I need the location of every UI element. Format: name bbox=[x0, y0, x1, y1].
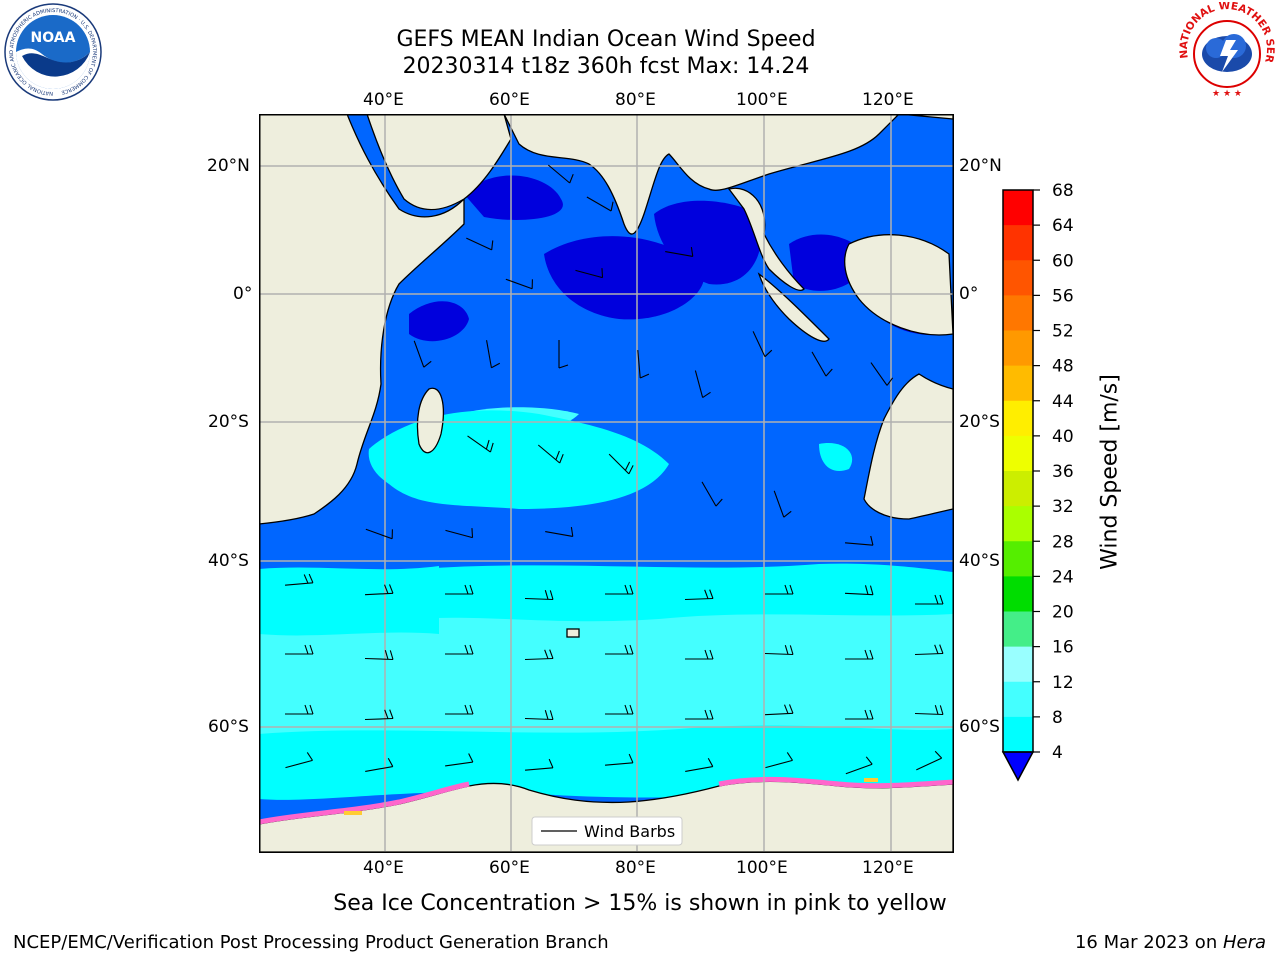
lat-label-right: 0° bbox=[959, 284, 979, 304]
lon-label-bottom: 100°E bbox=[736, 858, 788, 878]
colorbar-segment bbox=[1003, 576, 1033, 612]
lat-label-right: 40°S bbox=[959, 551, 1000, 571]
footer-right: 16 Mar 2023 on Hera bbox=[1074, 932, 1266, 953]
colorbar-tick-label: 4 bbox=[1052, 743, 1063, 763]
colorbar-segment bbox=[1003, 330, 1033, 367]
lat-label-left: 40°S bbox=[208, 551, 249, 571]
colorbar-segment bbox=[1003, 506, 1033, 542]
colorbar-segment bbox=[1003, 260, 1033, 296]
colorbar-tick-label: 60 bbox=[1052, 251, 1074, 271]
colorbar-segment bbox=[1003, 681, 1033, 718]
colorbar-segment bbox=[1003, 541, 1033, 577]
lon-label-top: 80°E bbox=[615, 90, 656, 110]
colorbar-segment bbox=[1003, 365, 1033, 402]
colorbar-extend-arrow bbox=[1001, 751, 1035, 782]
colorbar-tick-label: 28 bbox=[1052, 532, 1074, 552]
colorbar-tick-label: 56 bbox=[1052, 286, 1074, 306]
sea-ice-edge bbox=[259, 776, 953, 825]
colorbar-tick-label: 20 bbox=[1052, 603, 1074, 623]
lat-label-left: 0° bbox=[233, 284, 253, 304]
nws-logo: NATIONAL WEATHER SERVICE ★ ★ ★ bbox=[1176, 2, 1276, 100]
graticule bbox=[259, 114, 953, 852]
colorbar-segment bbox=[1003, 646, 1033, 683]
colorbar-tick-label: 44 bbox=[1052, 392, 1074, 412]
colorbar-tick-label: 68 bbox=[1052, 181, 1074, 201]
colorbar-segment bbox=[1003, 716, 1033, 753]
wind-speed-map: Wind Barbs bbox=[259, 114, 954, 853]
sea-ice-high bbox=[344, 778, 878, 815]
title-line-2: 20230314 t18z 360h fcst Max: 14.24 bbox=[402, 54, 810, 79]
colorbar-segment bbox=[1003, 611, 1033, 648]
footer-machine: Hera bbox=[1222, 932, 1266, 953]
colorbar-tick-label: 64 bbox=[1052, 216, 1074, 236]
colorbar: 68 64 60 56 52 48 44 40 36 32 28 24 20 16 12 8 4 bbox=[1001, 181, 1074, 782]
lat-label-right: 20°S bbox=[959, 412, 1000, 432]
lat-label-right: 20°N bbox=[959, 156, 1002, 176]
colorbar-tick-label: 32 bbox=[1052, 497, 1074, 517]
sea-ice-caption: Sea Ice Concentration > 15% is shown in … bbox=[333, 891, 947, 916]
lon-label-bottom: 120°E bbox=[862, 858, 914, 878]
colorbar-tick-label: 52 bbox=[1052, 322, 1074, 342]
colorbar-segment bbox=[1003, 435, 1033, 472]
colorbar-tick-label: 24 bbox=[1052, 567, 1074, 587]
lat-label-left: 20°N bbox=[207, 156, 250, 176]
lat-label-left: 20°S bbox=[208, 412, 249, 432]
colorbar-label: Wind Speed [m/s] bbox=[1097, 374, 1123, 570]
noaa-text: NOAA bbox=[31, 30, 76, 46]
title-line-1: GEFS MEAN Indian Ocean Wind Speed bbox=[396, 27, 816, 52]
colorbar-segment bbox=[1003, 225, 1033, 261]
colorbar-tick-label: 12 bbox=[1052, 673, 1074, 693]
colorbar-tick-label: 40 bbox=[1052, 427, 1074, 447]
colorbar-ticks: 68 64 60 56 52 48 44 40 36 32 28 24 20 16 12 8 4 bbox=[1033, 181, 1074, 763]
lat-label-left: 60°S bbox=[208, 717, 249, 737]
colorbar-segment bbox=[1003, 400, 1033, 437]
footer-left: NCEP/EMC/Verification Post Processing Pr… bbox=[13, 932, 609, 953]
colorbar-tick-label: 36 bbox=[1052, 462, 1074, 482]
lon-label-top: 40°E bbox=[363, 90, 404, 110]
colorbar-segment bbox=[1003, 471, 1033, 507]
colorbar-segment bbox=[1003, 190, 1033, 226]
lon-label-bottom: 40°E bbox=[363, 858, 404, 878]
legend-wind-barbs-label: Wind Barbs bbox=[584, 822, 675, 841]
lon-label-bottom: 80°E bbox=[615, 858, 656, 878]
colorbar-segments bbox=[1003, 190, 1033, 753]
map-legend: Wind Barbs bbox=[531, 816, 683, 846]
lon-label-bottom: 60°E bbox=[489, 858, 530, 878]
colorbar-tick-label: 16 bbox=[1052, 638, 1074, 658]
lon-label-top: 120°E bbox=[862, 90, 914, 110]
lon-label-top: 100°E bbox=[736, 90, 788, 110]
lon-label-top: 60°E bbox=[489, 90, 530, 110]
lat-label-right: 60°S bbox=[959, 717, 1000, 737]
svg-text:★ ★ ★: ★ ★ ★ bbox=[1212, 89, 1242, 99]
noaa-logo: NOAA NATIONAL OCEANIC AND ATMOSPHERIC AD… bbox=[4, 3, 102, 101]
map-frame bbox=[259, 114, 954, 853]
colorbar-segment bbox=[1003, 295, 1033, 331]
colorbar-tick-label: 48 bbox=[1052, 357, 1074, 377]
colorbar-tick-label: 8 bbox=[1052, 708, 1063, 728]
